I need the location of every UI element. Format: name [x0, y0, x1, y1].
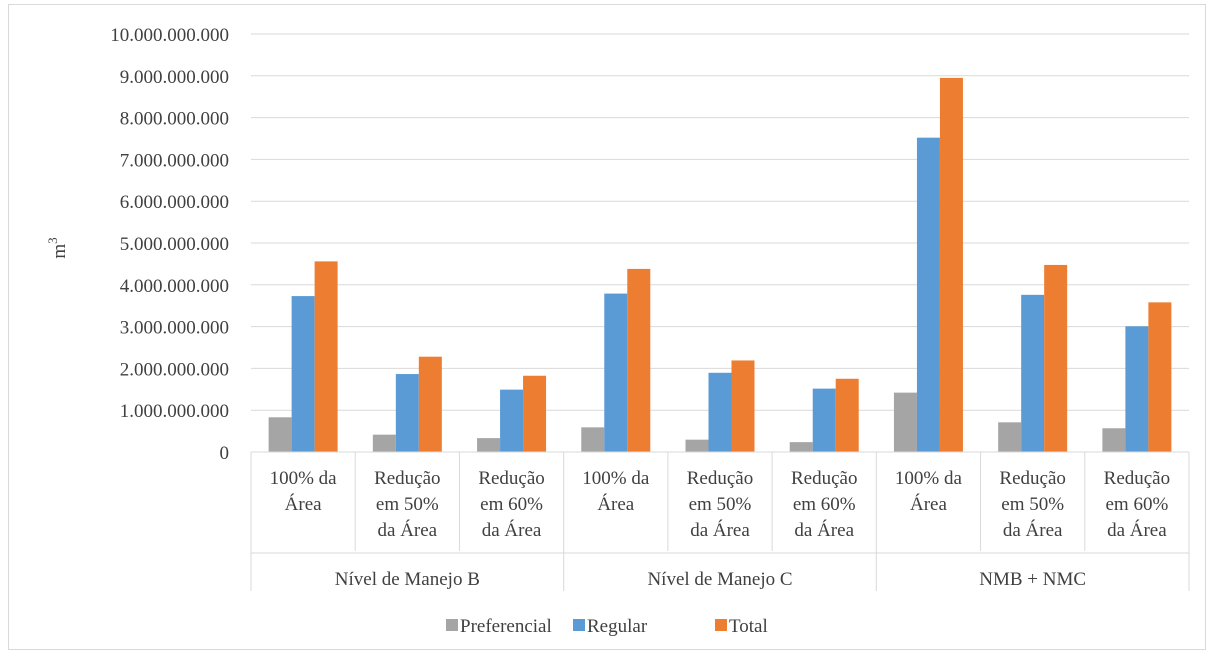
- x-category-label: Redução em 60% da Área: [478, 468, 544, 541]
- category-label-line: Redução: [687, 468, 753, 489]
- bar-total: [939, 77, 963, 452]
- bar-preferencial: [372, 434, 396, 452]
- y-tick-label: 1.000.000.000: [120, 401, 229, 422]
- category-label-line: da Área: [482, 519, 542, 541]
- y-axis-title-text: m: [49, 244, 70, 259]
- bar-total: [418, 356, 442, 452]
- x-category-label: Redução em 60% da Área: [1104, 468, 1170, 541]
- category-label-line: Redução: [478, 468, 544, 489]
- bar-preferencial: [268, 417, 292, 452]
- legend-swatch-regular: [573, 619, 585, 631]
- y-axis-title: m3: [45, 237, 70, 258]
- bar-regular: [500, 389, 524, 452]
- x-group-label: Nível de Manejo C: [647, 569, 792, 590]
- category-label-line: Redução: [999, 468, 1065, 489]
- y-tick-label: 9.000.000.000: [120, 67, 229, 88]
- y-tick-label: 3.000.000.000: [120, 318, 229, 339]
- bar-total: [627, 268, 651, 452]
- category-label-line: da Área: [1107, 519, 1167, 541]
- bar-total: [1148, 302, 1172, 452]
- bar-regular: [812, 388, 836, 452]
- category-label-line: Área: [285, 493, 322, 515]
- y-tick-label: 2.000.000.000: [120, 359, 229, 380]
- category-label-line: em 50%: [689, 494, 752, 515]
- category-label-line: em 50%: [1001, 494, 1064, 515]
- legend-swatch-preferencial: [446, 619, 458, 631]
- axes: [250, 451, 1190, 591]
- bar-preferencial: [477, 438, 501, 452]
- x-group-label: Nível de Manejo B: [335, 569, 480, 590]
- y-tick-label: 7.000.000.000: [120, 150, 229, 171]
- bar-preferencial: [685, 439, 709, 452]
- bar-preferencial: [1102, 428, 1126, 452]
- category-label-line: da Área: [378, 519, 438, 541]
- legend: Preferencial Regular Total: [446, 616, 768, 637]
- x-category-label: Redução em 50% da Área: [999, 468, 1065, 541]
- x-category-label: 100% da Área: [895, 468, 963, 515]
- y-tick-label: 5.000.000.000: [120, 234, 229, 255]
- category-label-line: da Área: [794, 519, 854, 541]
- chart-frame: 0 1.000.000.000 2.000.000.000 3.000.000.000…: [8, 4, 1206, 650]
- y-tick-label: 4.000.000.000: [120, 276, 229, 297]
- bar-regular: [291, 296, 315, 452]
- x-category-label: Redução em 50% da Área: [687, 468, 753, 541]
- bar-preferencial: [789, 442, 813, 452]
- legend-label-preferencial: Preferencial: [460, 616, 552, 637]
- category-label-line: da Área: [690, 519, 750, 541]
- bar-total: [835, 378, 859, 452]
- category-label-line: Redução: [1104, 468, 1170, 489]
- bar-regular: [1021, 294, 1045, 452]
- legend-swatch-total: [715, 619, 727, 631]
- bar-regular: [916, 137, 940, 452]
- x-group-label: NMB + NMC: [979, 569, 1086, 590]
- bar-chart: 0 1.000.000.000 2.000.000.000 3.000.000.000…: [45, 25, 1190, 637]
- category-label-line: em 60%: [1105, 494, 1168, 515]
- category-label-line: Área: [597, 493, 634, 515]
- category-label-line: 100% da: [895, 468, 963, 489]
- legend-label-regular: Regular: [587, 616, 648, 637]
- bar-preferencial: [998, 422, 1022, 452]
- bar-regular: [395, 374, 419, 452]
- category-label-line: Redução: [374, 468, 440, 489]
- bars: [268, 77, 1172, 452]
- x-category-label: Redução em 50% da Área: [374, 468, 440, 541]
- category-label-line: Redução: [791, 468, 857, 489]
- y-tick-label: 8.000.000.000: [120, 109, 229, 130]
- bar-preferencial: [893, 392, 917, 452]
- y-tick-label: 0: [220, 443, 230, 464]
- category-label-line: em 60%: [480, 494, 543, 515]
- category-label-line: em 60%: [793, 494, 856, 515]
- x-category-label: Redução em 60% da Área: [791, 468, 857, 541]
- y-tick-labels: 0 1.000.000.000 2.000.000.000 3.000.000.000…: [110, 25, 229, 464]
- y-tick-label: 6.000.000.000: [120, 192, 229, 213]
- category-label-line: da Área: [1003, 519, 1063, 541]
- bar-regular: [708, 372, 732, 452]
- bar-total: [1044, 264, 1068, 452]
- bar-regular: [1125, 326, 1149, 452]
- bar-preferencial: [581, 427, 605, 452]
- category-label-line: 100% da: [270, 468, 338, 489]
- bar-total: [523, 375, 547, 452]
- x-category-label: 100% da Área: [270, 468, 338, 515]
- y-axis-title-superscript: 3: [45, 237, 60, 244]
- category-label-line: 100% da: [582, 468, 650, 489]
- bar-regular: [604, 293, 628, 452]
- y-tick-label: 10.000.000.000: [110, 25, 229, 46]
- gridlines: [251, 33, 1189, 411]
- legend-label-total: Total: [729, 616, 768, 637]
- x-category-labels: 100% da Área Redução em 50% da Área Redução em…: [270, 468, 1171, 590]
- category-label-line: em 50%: [376, 494, 439, 515]
- x-category-label: 100% da Área: [582, 468, 650, 515]
- category-label-line: Área: [910, 493, 947, 515]
- bar-total: [731, 360, 755, 452]
- bar-total: [314, 261, 338, 452]
